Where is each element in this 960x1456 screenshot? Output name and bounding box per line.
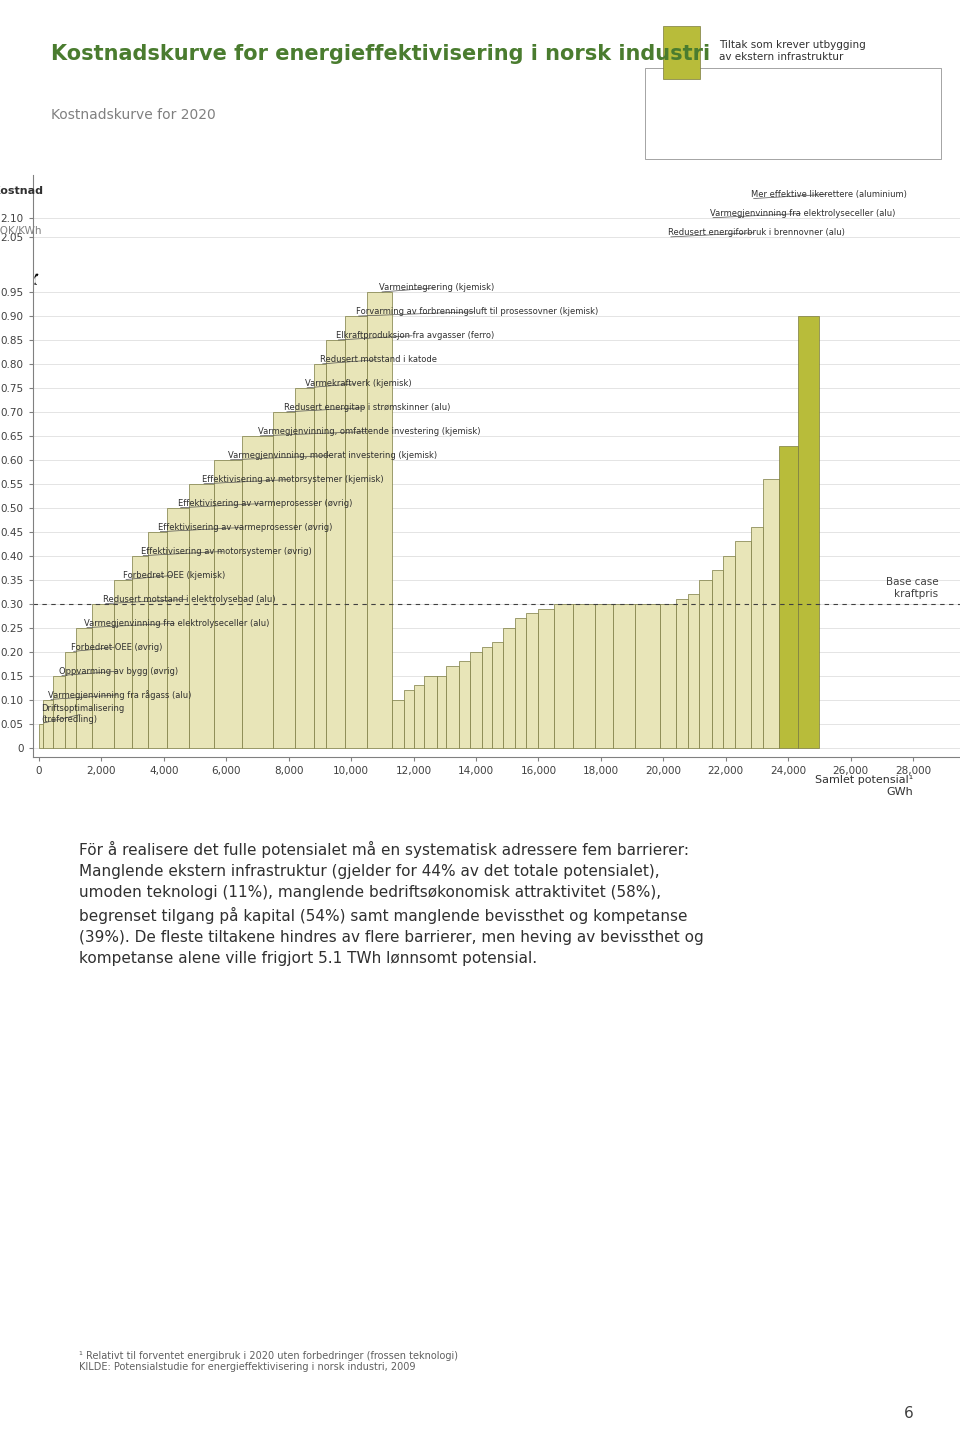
Bar bbox=[539, 609, 554, 747]
Bar bbox=[688, 594, 699, 747]
Text: Oppvarming av bygg (øvrig): Oppvarming av bygg (øvrig) bbox=[60, 667, 179, 676]
Bar bbox=[573, 604, 594, 747]
Bar bbox=[751, 527, 763, 747]
Bar bbox=[469, 652, 482, 747]
Bar bbox=[502, 628, 515, 747]
Text: Redusert energitap i strømskinner (alu): Redusert energitap i strømskinner (alu) bbox=[284, 403, 450, 412]
Bar bbox=[367, 293, 392, 747]
Bar bbox=[660, 604, 676, 747]
Bar bbox=[676, 598, 688, 747]
Bar bbox=[295, 389, 314, 747]
Bar bbox=[613, 604, 636, 747]
Text: Tiltak som krever utbygging
av ekstern infrastruktur: Tiltak som krever utbygging av ekstern i… bbox=[719, 41, 866, 61]
Bar bbox=[526, 613, 539, 747]
Bar bbox=[189, 483, 214, 747]
Text: Effektivisering av varmeprosesser (øvrig): Effektivisering av varmeprosesser (øvrig… bbox=[179, 499, 352, 508]
Text: Mer effektive likerettere (aluminium): Mer effektive likerettere (aluminium) bbox=[751, 189, 907, 198]
Text: ¹ Relativt til forventet energibruk i 2020 uten forbedringer (frossen teknologi): ¹ Relativt til forventet energibruk i 20… bbox=[79, 1351, 458, 1372]
Bar bbox=[76, 628, 92, 747]
Bar bbox=[242, 435, 273, 747]
Bar bbox=[711, 571, 723, 747]
Bar bbox=[314, 364, 326, 747]
Bar bbox=[132, 556, 148, 747]
Bar bbox=[446, 665, 459, 747]
Text: Base case
kraftpris: Base case kraftpris bbox=[885, 578, 938, 598]
Text: Varmegjenvinning fra elektrolyseceller (alu): Varmegjenvinning fra elektrolyseceller (… bbox=[710, 208, 896, 218]
Bar bbox=[594, 604, 613, 747]
Bar bbox=[763, 479, 779, 747]
Text: NOK/KWh: NOK/KWh bbox=[0, 226, 41, 236]
Bar bbox=[92, 604, 113, 747]
Text: Effektivisering av motorsystemer (kjemisk): Effektivisering av motorsystemer (kjemis… bbox=[202, 475, 383, 483]
Text: Varmegjenvinning fra elektrolyseceller (alu): Varmegjenvinning fra elektrolyseceller (… bbox=[84, 619, 270, 628]
Bar bbox=[482, 646, 492, 747]
Text: Varmeintegrering (kjemisk): Varmeintegrering (kjemisk) bbox=[379, 282, 494, 293]
Bar bbox=[326, 341, 345, 747]
Text: Elkraftproduksjon fra avgasser (ferro): Elkraftproduksjon fra avgasser (ferro) bbox=[336, 331, 494, 341]
Text: Kostnad: Kostnad bbox=[0, 186, 43, 197]
Bar bbox=[735, 542, 751, 747]
Bar bbox=[723, 556, 735, 747]
Bar bbox=[404, 690, 414, 747]
Bar bbox=[492, 642, 502, 747]
Bar bbox=[554, 604, 573, 747]
FancyBboxPatch shape bbox=[645, 68, 942, 159]
Text: Redusert motstand i elektrolysebad (alu): Redusert motstand i elektrolysebad (alu) bbox=[103, 594, 276, 604]
Bar bbox=[65, 652, 76, 747]
Text: Forvarming av forbrenningsluft til prosessovner (kjemisk): Forvarming av forbrenningsluft til prose… bbox=[356, 307, 598, 316]
Bar bbox=[148, 531, 167, 747]
Bar bbox=[798, 316, 820, 747]
Text: GWh: GWh bbox=[886, 788, 913, 798]
Text: Redusert motstand i katode: Redusert motstand i katode bbox=[321, 355, 437, 364]
Bar bbox=[113, 579, 132, 747]
Bar bbox=[515, 619, 526, 747]
Bar bbox=[437, 676, 446, 747]
Text: Varmegjenvinning fra rågass (alu): Varmegjenvinning fra rågass (alu) bbox=[49, 690, 192, 699]
Bar bbox=[414, 686, 424, 747]
Text: För å realisere det fulle potensialet må en systematisk adressere fem barrierer:: För å realisere det fulle potensialet må… bbox=[79, 842, 704, 965]
Bar bbox=[345, 316, 367, 747]
Text: Effektivisering av varmeprosesser (øvrig): Effektivisering av varmeprosesser (øvrig… bbox=[157, 523, 332, 531]
Text: Effektivisering av motorsystemer (øvrig): Effektivisering av motorsystemer (øvrig) bbox=[140, 547, 311, 556]
Bar bbox=[38, 724, 43, 747]
FancyBboxPatch shape bbox=[663, 26, 700, 79]
Text: 6: 6 bbox=[904, 1406, 914, 1421]
Text: Forbedret OEE (kjemisk): Forbedret OEE (kjemisk) bbox=[124, 571, 226, 579]
Bar bbox=[699, 579, 711, 747]
Text: Varmekraftverk (kjemisk): Varmekraftverk (kjemisk) bbox=[304, 379, 411, 389]
Bar bbox=[214, 460, 242, 747]
Bar bbox=[273, 412, 295, 747]
Text: Redusert energiforbruk i brennovner (alu): Redusert energiforbruk i brennovner (alu… bbox=[668, 229, 845, 237]
Text: Kostnadskurve for energieffektivisering i norsk industri: Kostnadskurve for energieffektivisering … bbox=[51, 44, 710, 64]
Bar bbox=[779, 446, 798, 747]
Bar bbox=[459, 661, 469, 747]
Text: Kostnadskurve for 2020: Kostnadskurve for 2020 bbox=[51, 108, 216, 122]
Text: Forbedret OEE (øvrig): Forbedret OEE (øvrig) bbox=[71, 642, 162, 652]
Text: Varmegjenvinning, omfattende investering (kjemisk): Varmegjenvinning, omfattende investering… bbox=[257, 427, 480, 435]
Bar bbox=[43, 699, 53, 747]
Bar bbox=[53, 676, 65, 747]
Bar bbox=[167, 508, 189, 747]
Text: Samlet potensial¹: Samlet potensial¹ bbox=[815, 776, 913, 785]
Text: Varmegjenvinning, moderat investering (kjemisk): Varmegjenvinning, moderat investering (k… bbox=[228, 451, 437, 460]
Text: Driftsoptimalisering
(treforedling): Driftsoptimalisering (treforedling) bbox=[41, 705, 125, 724]
Bar bbox=[392, 699, 404, 747]
Bar bbox=[636, 604, 660, 747]
Bar bbox=[424, 676, 437, 747]
